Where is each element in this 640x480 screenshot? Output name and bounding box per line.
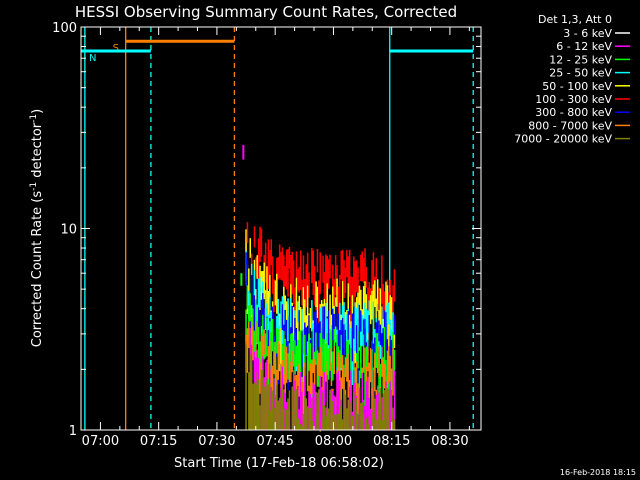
y-tick-label-0: 1 [69, 424, 77, 439]
y-axis-label-sup2: -1 [29, 114, 39, 123]
legend-label-8: 7000 - 20000 keV [514, 133, 612, 146]
y-tick-label-1: 10 [60, 223, 77, 238]
x-tick-label-6: 08:30 [431, 434, 468, 449]
y-tick-label-2: 100 [52, 21, 77, 36]
legend-label-2: 12 - 25 keV [549, 53, 612, 66]
x-axis-label: Start Time (17-Feb-18 06:58:02) [174, 456, 384, 471]
y-axis-label: Corrected Count Rate (s-1 detector-1) [29, 109, 45, 347]
plot-area: SN 07:00 07:15 07:30 07:45 08:00 08:15 08:3011… [52, 21, 482, 449]
legend-label-7: 800 - 7000 keV [528, 119, 612, 132]
chart-title: HESSI Observing Summary Count Rates, Cor… [75, 3, 457, 21]
y-axis-label-mid: detector [30, 122, 45, 182]
legend-label-1: 6 - 12 keV [556, 40, 612, 53]
generation-timestamp: 16-Feb-2018 18:15 [560, 468, 636, 477]
y-axis-label-end: ) [30, 109, 45, 114]
legend-label-3: 25 - 50 keV [549, 67, 612, 80]
y-axis-label-main: Corrected Count Rate (s [30, 191, 45, 348]
x-tick-label-2: 07:30 [198, 434, 235, 449]
legend-label-6: 300 - 800 keV [535, 106, 612, 119]
x-tick-label-4: 08:00 [315, 434, 352, 449]
x-tick-label-3: 07:45 [256, 434, 293, 449]
legend-label-0: 3 - 6 keV [563, 27, 612, 40]
x-tick-label-5: 08:15 [373, 434, 410, 449]
y-axis-label-sup1: -1 [29, 182, 39, 191]
legend-label-5: 100 - 300 keV [535, 93, 612, 106]
legend-header: Det 1,3, Att 0 [538, 13, 612, 26]
flag-label-1: N [89, 53, 96, 64]
axis-ticks: 07:00 07:15 07:30 07:45 08:00 08:15 08:30 1 10 10… [52, 21, 481, 449]
x-tick-label-0: 07:00 [82, 434, 119, 449]
legend-label-4: 50 - 100 keV [542, 80, 612, 93]
count-rate-bars [240, 144, 396, 432]
observing-flags: SN [81, 39, 474, 64]
x-tick-label-1: 07:15 [140, 434, 177, 449]
flag-label-0: S [113, 43, 119, 54]
